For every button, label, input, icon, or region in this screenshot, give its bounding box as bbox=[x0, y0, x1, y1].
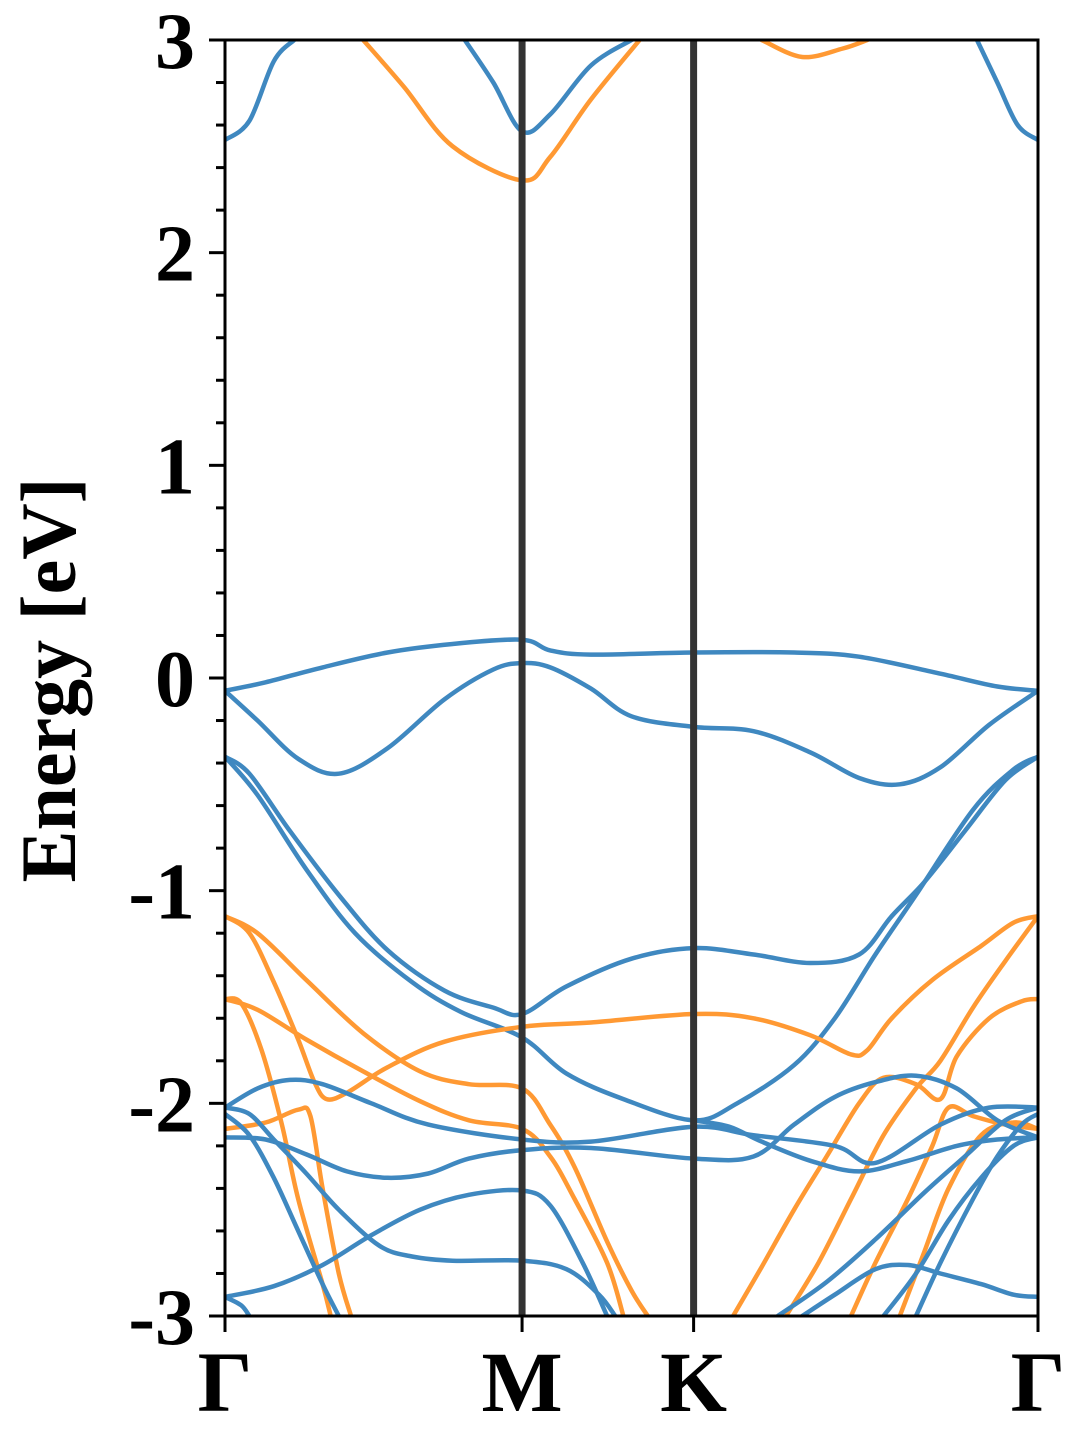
band-line-blue-23 bbox=[225, 1294, 252, 1316]
y-tick-label: 1 bbox=[155, 423, 195, 511]
band-line-blue-0 bbox=[225, 40, 297, 143]
band-line-blue-27 bbox=[881, 1135, 1038, 1316]
high-symmetry-lines bbox=[518, 40, 698, 1316]
band-line-orange-9 bbox=[225, 913, 651, 1316]
y-tick-label: -2 bbox=[128, 1061, 195, 1149]
band-line-blue-1 bbox=[462, 40, 634, 135]
band-line-blue-8 bbox=[225, 754, 1038, 1018]
y-tick-label: -3 bbox=[128, 1274, 195, 1362]
y-tick-label: 2 bbox=[155, 211, 195, 299]
y-tick-label: 3 bbox=[155, 0, 195, 86]
band-line-blue-19 bbox=[225, 1073, 1038, 1181]
band-line-blue-24 bbox=[691, 1118, 1038, 1174]
band-line-orange-11 bbox=[225, 996, 626, 1316]
band-line-orange-17 bbox=[897, 1120, 1038, 1316]
band-line-orange-10 bbox=[225, 913, 1038, 1102]
band-line-blue-5 bbox=[225, 637, 1038, 694]
band-line-orange-15 bbox=[783, 913, 1038, 1316]
y-tick-label: -1 bbox=[128, 849, 195, 937]
band-line-blue-20 bbox=[225, 1105, 618, 1316]
band-line-blue-7 bbox=[225, 754, 1038, 1123]
band-line-blue-18 bbox=[225, 1077, 1038, 1166]
y-tick-label: 0 bbox=[155, 636, 195, 724]
band-line-orange-13 bbox=[225, 1105, 354, 1316]
band-line-blue-25 bbox=[775, 1105, 1038, 1316]
x-tick-label-1: M bbox=[481, 1334, 562, 1430]
band-line-blue-26 bbox=[799, 1262, 1038, 1316]
band-line-blue-21 bbox=[225, 1111, 342, 1316]
band-line-blue-4 bbox=[974, 40, 1038, 143]
band-lines bbox=[225, 40, 1038, 1316]
y-axis-ticks: -3 -2 -1 0 1 2 3 bbox=[128, 0, 225, 1362]
plot-frame bbox=[223, 38, 1040, 1318]
x-tick-label-2: K bbox=[660, 1334, 727, 1430]
band-line-orange-3 bbox=[759, 40, 870, 60]
y-axis-label: Energy [eV] bbox=[5, 477, 92, 882]
x-tick-label-0: Γ bbox=[198, 1334, 253, 1430]
band-line-blue-6 bbox=[225, 660, 1038, 788]
band-line-blue-22 bbox=[225, 1187, 610, 1316]
band-line-blue-28 bbox=[913, 1111, 1038, 1316]
x-tick-label-3: Γ bbox=[1011, 1334, 1066, 1430]
